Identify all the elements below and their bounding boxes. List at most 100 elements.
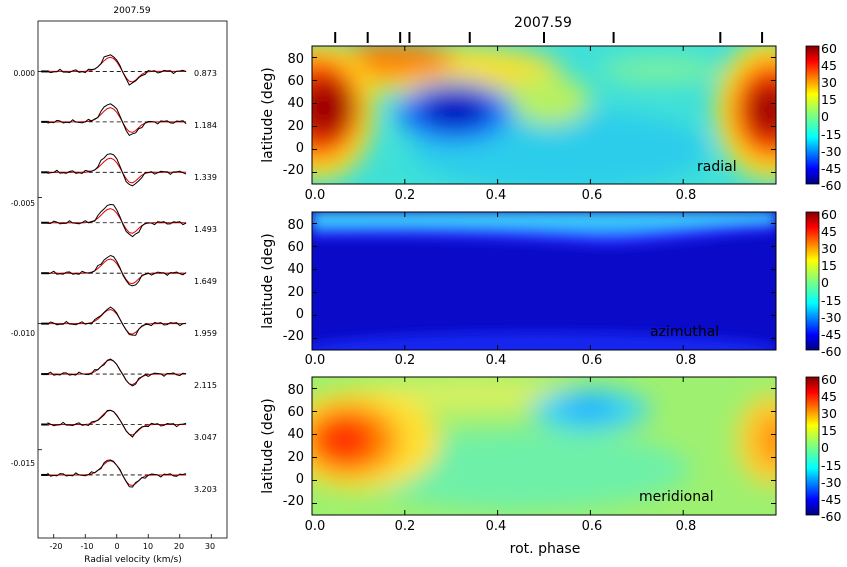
cb1-t3: 15 [821, 92, 837, 107]
magnetic-maps-panel: 2007.59 [260, 15, 841, 557]
m3-yt-40: 40 [287, 427, 304, 442]
profile-observed-2 [47, 153, 187, 187]
colorbar-radial-gradient [805, 45, 820, 185]
m3-yt-m20: -20 [283, 494, 304, 509]
left-title: 2007.59 [113, 6, 150, 16]
colorbar-azimuthal-gradient [805, 211, 820, 351]
map-azimuthal-image [312, 212, 776, 350]
cb3-t7: -45 [821, 492, 841, 507]
left-xt-2: 0 [114, 542, 119, 551]
map-azimuthal-label: azimuthal [650, 324, 719, 340]
profile-model-6 [47, 359, 187, 386]
right-xlabel: rot. phase [510, 541, 581, 557]
profile-7 [41, 409, 187, 438]
m2-xt-0: 0.0 [305, 353, 326, 368]
profile-6 [41, 358, 187, 387]
left-yt-3: -0.015 [11, 459, 35, 468]
m2-yt-m20: -20 [283, 329, 304, 344]
cb1-t8: -60 [821, 178, 841, 193]
m2-yt-0: 0 [296, 307, 304, 322]
m2-yt-20: 20 [287, 285, 304, 300]
m2-xt-1: 0.2 [395, 353, 416, 368]
m2-ylabel: latitude (deg) [260, 233, 276, 328]
line-profiles-panel: 2007.59 0.000 -0.005 -0.010 -0.015 0.873… [11, 6, 228, 565]
cb3-t1: 45 [821, 389, 837, 404]
m3-ylabel: latitude (deg) [260, 398, 276, 493]
profile-observed-7 [47, 409, 187, 438]
map-azimuthal: azimuthal [311, 211, 777, 351]
m3-yt-0: 0 [296, 472, 304, 487]
cb1-t7: -45 [821, 161, 841, 176]
profile-observed-0 [47, 54, 187, 86]
cb1-t2: 30 [821, 75, 837, 90]
m3-xt-0: 0.0 [305, 519, 326, 534]
left-yt-2: -0.010 [11, 329, 35, 338]
cb1-t1: 45 [821, 58, 837, 73]
cb1-t4: 0 [821, 109, 829, 124]
map-meridional: meridional [311, 376, 777, 516]
map-meridional-frame [311, 376, 777, 516]
cb2-t5: -15 [821, 293, 841, 308]
m2-yt-40: 40 [287, 262, 304, 277]
profile-5 [41, 306, 187, 336]
cb3-t2: 30 [821, 406, 837, 421]
m1-yt-80: 80 [287, 52, 304, 67]
phase-label-3: 1.493 [194, 225, 217, 234]
m1-xt-0: 0.0 [305, 188, 326, 203]
profile-observed-6 [47, 358, 187, 387]
map-x-ticklabels: 0.0 0.2 0.4 0.6 0.8 0.0 0.2 0.4 0.6 0.8 … [305, 188, 697, 534]
phase-label-5: 1.959 [194, 329, 217, 338]
m1-yt-20: 20 [287, 119, 304, 134]
map-azimuthal-frame [311, 211, 777, 351]
map-meridional-label: meridional [639, 489, 714, 505]
profile-observed-5 [47, 306, 187, 336]
phase-label-8: 3.203 [194, 485, 217, 494]
profile-model-2 [47, 157, 187, 184]
map-axis-ticks [311, 46, 776, 515]
m1-ylabel: latitude (deg) [260, 67, 276, 162]
cb2-t1: 45 [821, 224, 837, 239]
left-yt-0: 0.000 [14, 69, 36, 78]
cb3-t0: 60 [821, 372, 837, 387]
profile-model-4 [47, 258, 187, 285]
m3-xt-4: 0.8 [676, 519, 697, 534]
cb3-t6: -30 [821, 475, 841, 490]
m1-yt-0: 0 [296, 141, 304, 156]
m1-yt-60: 60 [287, 74, 304, 89]
profile-2 [41, 153, 187, 187]
m1-xt-4: 0.8 [676, 188, 697, 203]
profile-model-7 [47, 409, 187, 436]
left-xt-5: 30 [205, 542, 215, 551]
cb2-t6: -30 [821, 310, 841, 325]
profile-observed-4 [47, 254, 187, 287]
m3-yt-20: 20 [287, 450, 304, 465]
colorbar-ticklabels: 60 45 30 15 0 -15 -30 -45 -60 60 45 30 1… [821, 41, 841, 524]
colorbar-radial [805, 45, 820, 185]
profile-model-8 [47, 460, 187, 487]
m3-xt-3: 0.6 [582, 519, 603, 534]
colorbar-meridional-gradient [805, 376, 820, 516]
left-xt-0: -20 [49, 542, 62, 551]
m3-yt-80: 80 [287, 383, 304, 398]
profile-model-3 [47, 208, 187, 234]
m2-xt-4: 0.8 [676, 353, 697, 368]
phase-label-4: 1.649 [194, 277, 217, 286]
profile-4 [41, 254, 187, 287]
left-axis-ticks [38, 71, 212, 538]
cb2-t4: 0 [821, 275, 829, 290]
m1-xt-2: 0.4 [486, 188, 507, 203]
line-profiles [41, 54, 187, 488]
m3-xt-2: 0.4 [486, 519, 507, 534]
profile-8 [41, 459, 187, 488]
cb3-t4: 0 [821, 440, 829, 455]
cb2-t0: 60 [821, 207, 837, 222]
cb2-t2: 30 [821, 241, 837, 256]
left-xlabel: Radial velocity (km/s) [84, 555, 181, 565]
left-axes-frame [37, 20, 228, 539]
cb2-t7: -45 [821, 327, 841, 342]
map-radial-frame [311, 45, 777, 185]
profile-observed-8 [47, 459, 187, 488]
profile-3 [41, 203, 187, 238]
profile-observed-3 [47, 203, 187, 238]
